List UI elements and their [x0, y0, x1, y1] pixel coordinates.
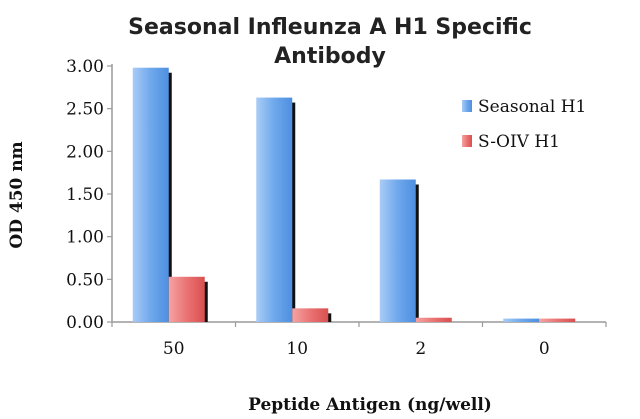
bar-seasonal-h1: [132, 67, 169, 322]
plot-area: 0.00 0.50 1.00 1.50 2.00 2.50 3.00 50 10 2 0: [66, 57, 607, 359]
chart-title-line-1: Seasonal Infleunza A H1 Specific: [128, 15, 532, 40]
y-tick-label: 1.00: [66, 228, 104, 248]
bar-s-oiv-h1: [539, 318, 576, 322]
x-tick-label: 10: [286, 339, 308, 359]
bar-seasonal-h1: [379, 179, 416, 322]
y-tick-label: 1.50: [66, 185, 104, 205]
bar-s-oiv-h1: [415, 317, 452, 322]
bar-seasonal-h1: [256, 97, 293, 322]
chart-title-line-2: Antibody: [274, 44, 386, 69]
legend-label: Seasonal H1: [478, 97, 586, 117]
legend: Seasonal H1 S-OIV H1: [462, 97, 586, 152]
bar-seasonal-h1: [503, 318, 540, 322]
bar-shadow: [203, 281, 208, 322]
legend-label: S-OIV H1: [478, 132, 560, 152]
y-tick-label: 0.50: [66, 270, 104, 290]
bar-s-oiv-h1: [168, 276, 205, 322]
x-tick-label: 50: [163, 339, 185, 359]
bar-s-oiv-h1: [292, 308, 329, 322]
x-axis-label: Peptide Antigen (ng/well): [248, 395, 492, 415]
y-tick-label: 3.00: [66, 57, 104, 77]
x-tick-label: 0: [539, 339, 550, 359]
legend-swatch: [462, 100, 472, 112]
y-tick-label: 2.50: [66, 100, 104, 120]
bar-shadow: [414, 184, 419, 322]
y-axis-label: OD 450 nm: [7, 141, 27, 248]
bar-shadow: [327, 313, 332, 322]
x-tick-label: 2: [415, 339, 426, 359]
bar-shadow: [167, 72, 172, 322]
y-tick-label: 2.00: [66, 142, 104, 162]
legend-swatch: [462, 135, 472, 147]
y-tick-label: 0.00: [66, 313, 104, 333]
bar-shadow: [291, 102, 296, 322]
